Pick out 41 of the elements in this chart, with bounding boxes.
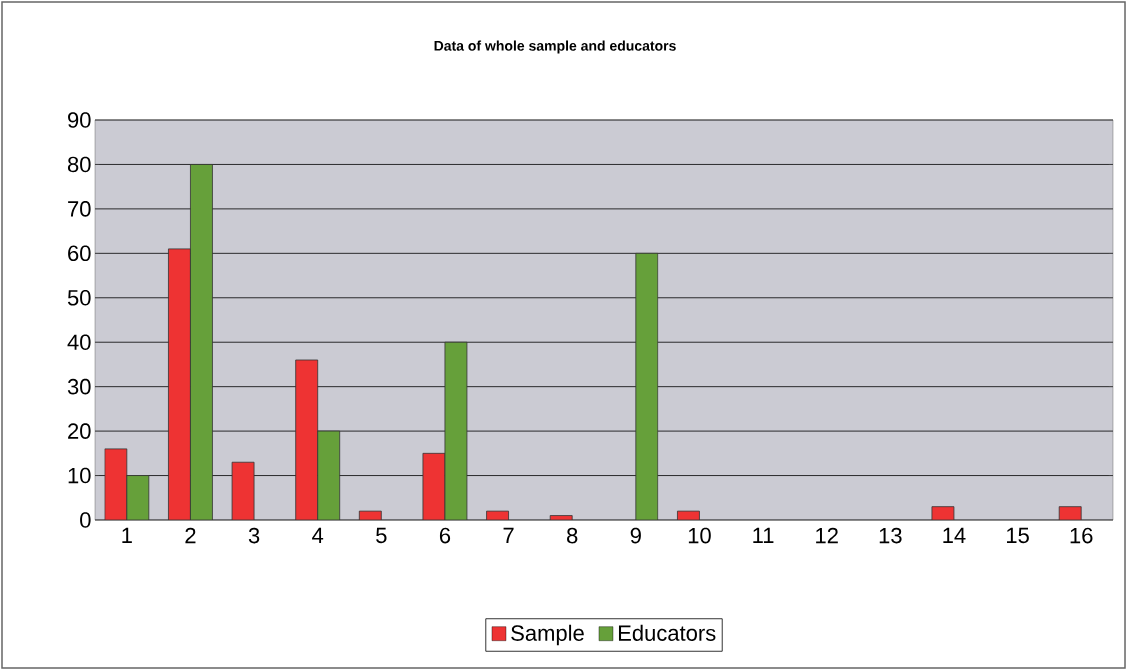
bar: [677, 510, 700, 520]
bar: [358, 510, 382, 520]
bar: [635, 252, 659, 520]
x-tick-label: 6: [439, 527, 451, 544]
y-tick-label: 10: [68, 467, 91, 484]
x-tick-label: 5: [376, 527, 387, 544]
y-tick-label: 40: [67, 334, 91, 351]
bar: [317, 430, 341, 520]
y-tick-label: 30: [67, 378, 91, 395]
x-tick-label: 9: [630, 527, 641, 544]
y-tick-label: 0: [80, 512, 91, 528]
bar: [126, 475, 150, 520]
bar: [931, 506, 955, 520]
x-tick-label: 11: [753, 527, 774, 543]
bar: [1058, 506, 1082, 520]
x-tick-label: 16: [1070, 527, 1093, 544]
x-tick-label: 12: [816, 527, 838, 544]
y-tick-label: 60: [68, 245, 91, 262]
x-tick-label: 14: [943, 527, 966, 543]
legend-label: Sample: [511, 624, 584, 646]
y-tick-label: 20: [68, 423, 91, 439]
y-tick-label: 90: [68, 112, 91, 128]
x-tick-label: 2: [185, 527, 196, 544]
x-tick-label: 15: [1007, 527, 1029, 544]
x-tick-label: 7: [503, 527, 514, 543]
legend-label: Educators: [618, 624, 716, 641]
x-tick-label: 10: [688, 527, 711, 544]
y-tick-label: 50: [67, 289, 91, 306]
bar: [190, 164, 213, 520]
bar: [486, 510, 509, 520]
x-tick-label: 3: [248, 527, 260, 544]
y-tick-label: 80: [67, 156, 91, 173]
chart-title: Data of whole sample and educators: [434, 40, 676, 54]
x-tick-label: 8: [567, 527, 578, 544]
x-tick-label: 13: [879, 527, 902, 544]
bar: [231, 461, 255, 520]
bar: [444, 341, 468, 520]
x-tick-label: 4: [312, 527, 324, 543]
bar: [549, 515, 573, 520]
x-tick-label: 1: [122, 527, 132, 543]
y-tick-label: 70: [68, 201, 91, 217]
